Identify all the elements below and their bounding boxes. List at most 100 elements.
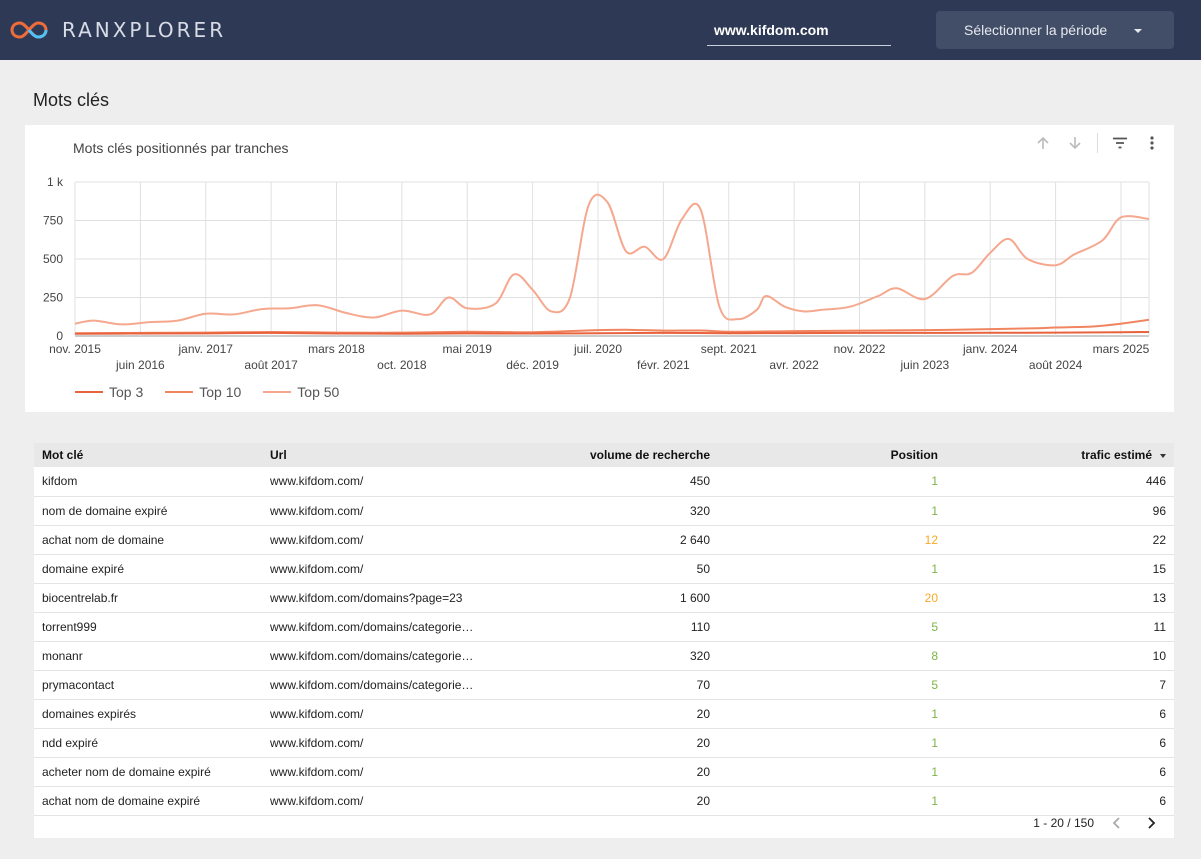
- series-line-top3: [74, 331, 1150, 335]
- cell-volume: 50: [696, 561, 710, 576]
- cell-position: 1: [931, 503, 938, 518]
- caret-down-icon: [1134, 29, 1142, 33]
- legend-label: Top 3: [109, 384, 144, 400]
- domain-input[interactable]: [707, 14, 891, 46]
- pagination-range: 1 - 20 / 150: [1033, 816, 1094, 830]
- cell-url[interactable]: www.kifdom.com/: [270, 503, 364, 518]
- cell-keyword: domaines expirés: [42, 706, 137, 721]
- x-tick-label: juin 2023: [900, 358, 950, 372]
- cell-traffic: 6: [1159, 764, 1166, 779]
- table-row[interactable]: ndd expiré www.kifdom.com/20 1 6: [34, 728, 1174, 757]
- x-tick-label: sept. 2021: [701, 342, 757, 356]
- cell-url[interactable]: www.kifdom.com/domains/categorie…: [270, 648, 474, 663]
- period-select-button[interactable]: Sélectionner la période: [936, 11, 1174, 49]
- table-row[interactable]: achat nom de domaine expiré www.kifdom.co…: [34, 786, 1174, 815]
- legend-label: Top 50: [297, 384, 340, 400]
- cell-position: 1: [931, 474, 938, 489]
- cell-keyword: nom de domaine expiré: [42, 503, 168, 518]
- cell-traffic: 22: [1152, 532, 1166, 547]
- sort-desc-icon: [1160, 453, 1166, 458]
- infinity-logo-icon: [10, 21, 48, 39]
- cell-url[interactable]: www.kifdom.com/: [270, 706, 364, 721]
- column-header-url[interactable]: Url: [270, 448, 287, 462]
- cell-position: 20: [924, 590, 938, 605]
- cell-traffic: 13: [1152, 590, 1166, 605]
- legend-swatch-top50: [263, 391, 292, 393]
- cell-url[interactable]: www.kifdom.com/: [270, 793, 364, 808]
- table-row[interactable]: domaines expirés www.kifdom.com/20 1 6: [34, 699, 1174, 728]
- table-row[interactable]: domaine expiré www.kifdom.com/50 1 15: [34, 554, 1174, 583]
- chart-card: 0 250 500 750 1 k nov. 2015 juin 2016 janv. 201…: [25, 125, 1174, 412]
- chart-legend: Top 3 Top 10 Top 50: [75, 384, 361, 400]
- table-row[interactable]: biocentrelab.fr www.kifdom.com/domains?pa…: [34, 583, 1174, 612]
- table-row[interactable]: prymacontact www.kifdom.com/domains/categ…: [34, 670, 1174, 699]
- cell-volume: 320: [689, 648, 710, 663]
- cell-keyword: ndd expiré: [42, 735, 99, 750]
- table-header-row: Mot clé Url volume de recherche Position…: [34, 443, 1174, 467]
- table-row[interactable]: acheter nom de domaine expiré www.kifdom.…: [34, 757, 1174, 786]
- cell-url[interactable]: www.kifdom.com/: [270, 764, 364, 779]
- legend-item-top10[interactable]: Top 10: [165, 384, 241, 400]
- chevron-right-icon[interactable]: [1140, 812, 1162, 834]
- cell-traffic: 11: [1153, 619, 1166, 634]
- legend-item-top3[interactable]: Top 3: [75, 384, 143, 400]
- column-header-keyword[interactable]: Mot clé: [42, 448, 84, 462]
- cell-traffic: 7: [1159, 677, 1166, 692]
- ranxplorer-logo[interactable]: RANXPLORER: [10, 17, 226, 43]
- cell-volume: 450: [689, 474, 710, 489]
- table-row[interactable]: kifdom www.kifdom.com/450 1 446: [34, 467, 1174, 496]
- cell-position: 1: [931, 793, 938, 808]
- x-tick-label: oct. 2018: [377, 358, 427, 372]
- legend-item-top50[interactable]: Top 50: [263, 384, 339, 400]
- more-vert-icon[interactable]: [1142, 133, 1162, 153]
- cell-url[interactable]: www.kifdom.com/domains?page=23: [270, 590, 463, 605]
- column-header-volume[interactable]: volume de recherche: [589, 448, 710, 462]
- cell-traffic: 6: [1159, 706, 1166, 721]
- section-title: Mots clés: [33, 90, 110, 110]
- y-tick-label: 750: [43, 214, 63, 228]
- cell-volume: 20: [696, 706, 710, 721]
- chart-title: Mots clés positionnés par tranches: [73, 140, 289, 156]
- cell-url[interactable]: www.kifdom.com/domains/categorie…: [270, 619, 474, 634]
- cell-volume: 20: [696, 793, 710, 808]
- cell-position: 1: [931, 706, 938, 721]
- cell-volume: 70: [696, 677, 710, 692]
- cell-keyword: domaine expiré: [42, 561, 125, 576]
- cell-url[interactable]: www.kifdom.com/: [270, 474, 364, 489]
- cell-url[interactable]: www.kifdom.com/: [270, 735, 364, 750]
- arrow-down-icon[interactable]: [1065, 133, 1085, 153]
- table-row[interactable]: achat nom de domaine www.kifdom.com/2 640…: [34, 525, 1174, 554]
- column-header-traffic[interactable]: trafic estimé: [946, 443, 1174, 467]
- cell-volume: 320: [689, 503, 710, 518]
- x-tick-label: nov. 2022: [834, 342, 886, 356]
- cell-position: 5: [931, 619, 938, 634]
- table-row[interactable]: torrent999 www.kifdom.com/domains/categor…: [34, 612, 1174, 641]
- x-tick-label: mars 2025: [1093, 342, 1150, 356]
- cell-url[interactable]: www.kifdom.com/: [270, 532, 364, 547]
- cell-position: 1: [931, 764, 938, 779]
- cell-traffic: 446: [1145, 474, 1166, 489]
- x-tick-label: mars 2018: [308, 342, 365, 356]
- logo-text: RANXPLORER: [62, 18, 227, 42]
- table-row[interactable]: monanr www.kifdom.com/domains/categorie… 3…: [34, 641, 1174, 670]
- chevron-left-icon[interactable]: [1106, 812, 1128, 834]
- toolbar-divider: [1097, 133, 1098, 153]
- series-line-top10: [74, 318, 1150, 335]
- cell-url[interactable]: www.kifdom.com/: [270, 561, 364, 576]
- legend-label: Top 10: [199, 384, 242, 400]
- cell-url[interactable]: www.kifdom.com/domains/categorie…: [270, 677, 474, 692]
- x-tick-label: févr. 2021: [637, 358, 690, 372]
- cell-keyword: torrent999: [42, 619, 97, 634]
- pagination: 1 - 20 / 150: [1033, 812, 1162, 834]
- table-row[interactable]: nom de domaine expiré www.kifdom.com/320 1…: [34, 496, 1174, 525]
- series-line-top50: [74, 193, 1150, 326]
- cell-keyword: achat nom de domaine: [42, 532, 165, 547]
- column-header-position[interactable]: Position: [890, 448, 938, 462]
- x-tick-label: mai 2019: [443, 342, 493, 356]
- arrow-up-icon[interactable]: [1033, 133, 1053, 153]
- x-tick-label: déc. 2019: [506, 358, 559, 372]
- cell-volume: 110: [690, 619, 710, 634]
- cell-traffic: 6: [1159, 735, 1166, 750]
- filter-icon[interactable]: [1110, 133, 1130, 153]
- y-tick-label: 250: [43, 291, 63, 305]
